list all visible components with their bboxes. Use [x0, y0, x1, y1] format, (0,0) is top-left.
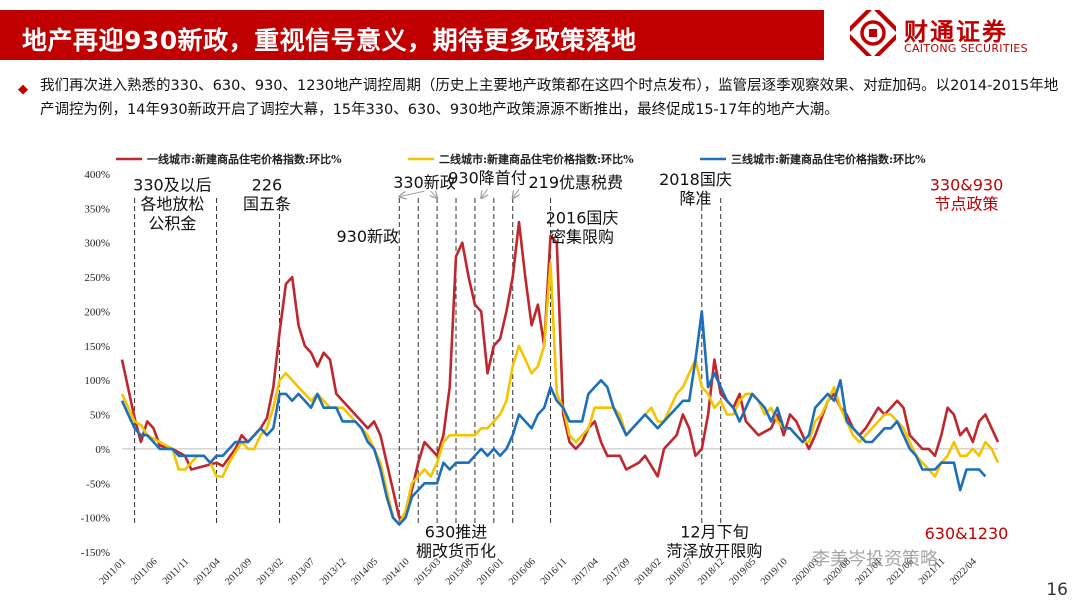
chart-annotation: 219优惠税费 [528, 173, 623, 192]
logo-mark-icon [850, 10, 896, 56]
chart-annotation: 330&930 [930, 175, 1004, 194]
housing-price-chart: -150% -100% -50% 0% 50% 100% 150% 200% 250% 300% 3… [81, 152, 1009, 587]
x-tick-label: 2017/04 [570, 556, 601, 587]
y-tick-label: 250% [84, 272, 110, 284]
x-tick-label: 2011/11 [161, 556, 191, 586]
x-tick-label: 2019/05 [727, 556, 758, 587]
y-tick-label: 350% [84, 203, 110, 215]
callout-arrow [399, 190, 425, 196]
bullet-text: 我们再次进入熟悉的330、630、930、1230地产调控周期（历史上主要地产政… [40, 78, 1059, 118]
chart-annotation: 棚改货币化 [416, 542, 496, 561]
y-tick-label: -50% [86, 478, 110, 490]
x-tick-label: 2015/08 [444, 556, 475, 587]
y-tick-label: 150% [84, 341, 110, 353]
callout-arrow [431, 191, 437, 198]
legend-label-3: 三线城市:新建商品住宅价格指数:环比% [731, 152, 926, 166]
chart-annotation: 菏泽放开限购 [666, 542, 762, 561]
x-tick-label: 2017/09 [601, 556, 632, 587]
chart-annotation: 2018国庆 [659, 170, 732, 189]
logo-chinese-name: 财通证券 [904, 18, 1008, 46]
y-tick-label: 200% [84, 306, 110, 318]
slide-title: 地产再迎930新政，重视信号意义，期待更多政策落地 [22, 26, 637, 55]
x-tick-label: 2022/04 [948, 556, 979, 587]
company-logo: 财通证券 CAITONG SECURITIES [848, 8, 1068, 60]
legend-label-1: 一线城市:新建商品住宅价格指数:环比% [147, 152, 342, 166]
chart-annotation: 2016国庆 [546, 208, 619, 227]
x-tick-label: 2011/06 [129, 556, 160, 587]
x-tick-label: 2016/01 [475, 556, 506, 587]
y-tick-label: -100% [81, 513, 110, 525]
x-tick-label: 2015/03 [412, 556, 443, 587]
x-tick-label: 2011/01 [97, 556, 128, 587]
logo-english-name: CAITONG SECURITIES [904, 42, 1028, 55]
x-tick-label: 2014/05 [349, 556, 380, 587]
chart-annotation: 330新政 [393, 173, 456, 192]
chart-annotation: 密集限购 [550, 228, 614, 247]
bullet-paragraph: ◆ 我们再次进入熟悉的330、630、930、1230地产调控周期（历史上主要地… [18, 74, 1060, 122]
x-tick-label: 2012/09 [223, 556, 254, 587]
chart-annotation: 630推进 [425, 522, 488, 541]
y-tick-label: 0% [95, 444, 110, 456]
x-tick-label: 2012/04 [192, 556, 223, 587]
series-line-3 [120, 310, 987, 526]
series-line-2 [120, 262, 1000, 526]
slide-header: 地产再迎930新政，重视信号意义，期待更多政策落地 财通证券 CAITONG S… [0, 0, 1080, 66]
chart-annotation: 630&1230 [925, 524, 1009, 543]
bullet-diamond-icon: ◆ [18, 82, 28, 97]
chart-annotation: 降准 [679, 189, 711, 208]
y-tick-label: 50% [90, 410, 110, 422]
title-bar: 地产再迎930新政，重视信号意义，期待更多政策落地 [0, 10, 824, 60]
chart-annotation: 930降首付 [448, 168, 527, 187]
chart-annotation: 各地放松 [140, 195, 204, 214]
y-tick-label: 300% [84, 238, 110, 250]
chart-annotation: 226 [252, 175, 283, 194]
x-tick-label: 2016/06 [507, 556, 538, 587]
x-tick-label: 2018/12 [696, 556, 727, 587]
y-tick-label: 400% [84, 169, 110, 181]
x-tick-label: 2018/02 [633, 556, 664, 587]
y-tick-label: 100% [84, 375, 110, 387]
chart-annotation: 330及以后 [133, 175, 212, 194]
x-tick-label: 2018/07 [664, 556, 695, 587]
y-tick-label: -150% [81, 547, 110, 559]
chart-annotation: 公积金 [148, 214, 196, 233]
chart-annotation: 12月下旬 [680, 522, 748, 541]
x-tick-label: 2013/02 [255, 556, 286, 587]
callout-arrow [513, 188, 519, 198]
x-tick-label: 2016/11 [539, 556, 570, 587]
series-line-1 [120, 220, 1000, 519]
page-number: 16 [1046, 580, 1068, 600]
legend-label-2: 二线城市:新建商品住宅价格指数:环比% [439, 152, 634, 166]
chart-annotation: 930新政 [337, 227, 400, 246]
watermark-text: 李美岑投资策略 [812, 549, 938, 570]
callout-arrow [481, 188, 487, 198]
x-tick-label: 2013/12 [318, 556, 349, 587]
x-tick-label: 2013/07 [286, 556, 317, 587]
chart-annotation: 国五条 [243, 195, 291, 214]
x-tick-label: 2019/10 [759, 556, 790, 587]
x-tick-label: 2014/10 [381, 556, 412, 587]
chart-annotation: 节点政策 [934, 195, 998, 214]
